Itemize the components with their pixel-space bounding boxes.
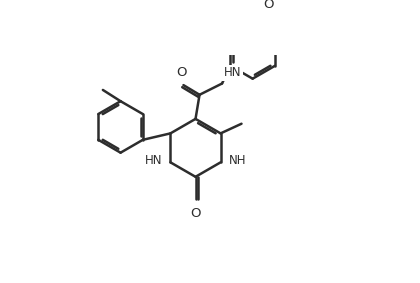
Text: O: O bbox=[190, 207, 201, 220]
Text: HN: HN bbox=[224, 67, 241, 80]
Text: O: O bbox=[176, 66, 186, 79]
Text: O: O bbox=[263, 0, 274, 11]
Text: HN: HN bbox=[145, 154, 163, 167]
Text: NH: NH bbox=[228, 154, 246, 167]
